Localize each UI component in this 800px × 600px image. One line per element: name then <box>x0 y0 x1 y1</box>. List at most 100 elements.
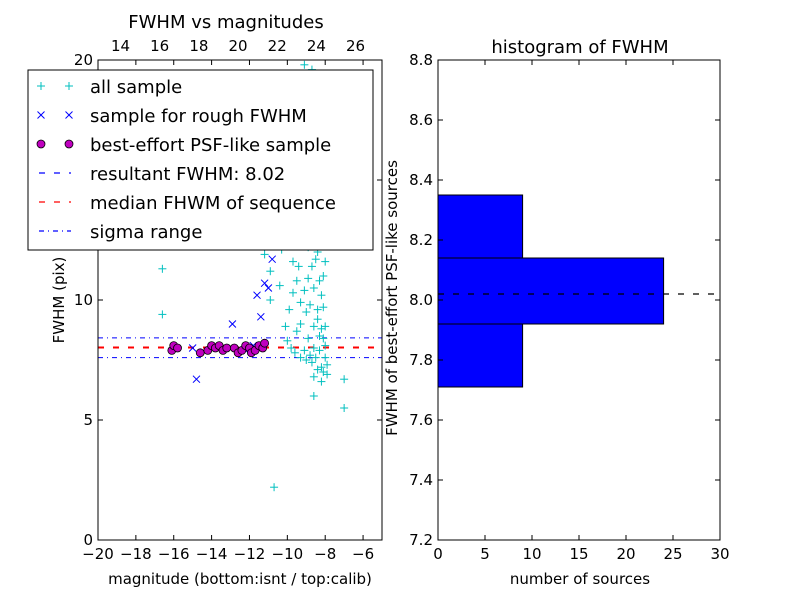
rough-sample-point <box>192 375 201 384</box>
x-tick-label: 25 <box>663 545 682 563</box>
all-sample-point <box>300 60 309 69</box>
all-sample-point <box>313 305 322 314</box>
y-tick-label: 7.2 <box>409 531 433 549</box>
histogram-panel: histogram of FWHM 0 5 10 15 20 25 30 7.2 7.4 7.6 7… <box>383 37 730 588</box>
all-sample-point <box>266 267 275 276</box>
histogram-y-axis-label: FWHM of best-effort PSF-like sources <box>383 160 401 436</box>
legend-circle-marker <box>64 139 74 149</box>
top-x-tick-label: 24 <box>307 37 326 55</box>
y-tick-label: 7.8 <box>409 351 433 369</box>
all-sample-point <box>302 356 311 364</box>
all-sample-point <box>292 276 301 285</box>
x-tick-label: −14 <box>196 545 228 563</box>
legend-item-all-sample: all sample <box>37 77 182 98</box>
all-sample-point <box>302 308 311 316</box>
all-sample-point <box>315 332 324 340</box>
x-tick-label: 0 <box>433 545 443 563</box>
rough-sample-point <box>188 344 197 352</box>
legend-x-b <box>37 111 45 119</box>
legend-label: sample for rough FWHM <box>90 106 307 127</box>
all-sample-point <box>307 358 316 367</box>
all-sample-point <box>304 274 313 283</box>
rough-sample-point-b <box>260 279 269 288</box>
all-sample-point <box>307 262 316 271</box>
all-sample-point <box>321 353 330 362</box>
y-tick-label: 5 <box>83 411 93 429</box>
y-tick-label: 8.6 <box>409 111 433 129</box>
x-tick-label: −8 <box>314 545 336 563</box>
rough-sample-point-b <box>228 320 237 328</box>
all-sample-point <box>285 305 294 314</box>
all-sample-point <box>292 327 301 336</box>
all-sample-point <box>319 272 328 280</box>
y-tick-label: 10 <box>74 291 93 309</box>
rough-sample-point <box>253 291 261 300</box>
all-sample-point <box>311 353 320 362</box>
x-tick-label: 5 <box>480 545 490 563</box>
x-tick-label: −20 <box>82 545 114 563</box>
top-x-tick-label: 16 <box>150 37 169 55</box>
y-tick-label: 20 <box>74 51 93 69</box>
top-x-tick-label: 20 <box>228 37 247 55</box>
histogram-ticks: 0 5 10 15 20 25 30 7.2 7.4 7.6 7.8 8.0 8.2 8.4 8.6 8.8 <box>409 51 729 563</box>
legend-x-b <box>65 111 73 119</box>
top-x-tick-label: 18 <box>189 37 208 55</box>
all-sample-point <box>266 296 275 304</box>
all-sample-point <box>300 286 309 295</box>
all-sample-point <box>306 300 315 309</box>
all-sample-point <box>311 255 320 264</box>
all-sample-point <box>296 353 305 362</box>
all-sample-point <box>323 370 332 379</box>
legend-item-psf-sample: best-effort PSF-like sample <box>36 135 331 156</box>
y-tick-label: 8.4 <box>409 171 433 189</box>
all-sample-point <box>306 351 315 360</box>
all-sample-point <box>315 276 324 285</box>
legend-x <box>37 111 45 119</box>
all-sample-point <box>296 320 305 328</box>
rough-sample-point-b <box>268 255 277 264</box>
top-x-tick-label: 14 <box>111 37 130 55</box>
legend-box <box>27 69 374 251</box>
all-sample-point <box>283 336 292 345</box>
all-sample-point <box>309 372 318 381</box>
all-sample-point <box>289 257 298 266</box>
scatter-ticks: −20 −18 −16 −14 −12 −10 −8 −6 14 16 18 20 22 24 26 0 5 10… <box>74 37 382 563</box>
rough-sample-point <box>228 320 237 328</box>
all-sample-point <box>309 322 318 331</box>
all-sample-point <box>260 250 269 259</box>
rough-sample-point <box>256 312 265 321</box>
legend-label: resultant FWHM: 8.02 <box>90 164 285 185</box>
all-sample-point <box>158 310 167 319</box>
scatter-y-axis-label: FWHM (pix) <box>50 257 68 344</box>
y-tick-label: 8.8 <box>409 51 433 69</box>
x-tick-label: 15 <box>569 545 588 563</box>
histogram-bar <box>437 257 665 325</box>
legend-circle-marker <box>36 139 46 149</box>
x-tick-label: −10 <box>272 545 304 563</box>
scatter-legend: all sample sample for rough FWHM best-ef… <box>27 69 374 251</box>
legend-label: all sample <box>90 77 182 98</box>
all-sample-point <box>309 284 318 292</box>
rough-sample-point-b <box>253 291 261 300</box>
legend-item-median: median FHWM of sequence <box>39 193 336 214</box>
psf-sample-point <box>173 343 182 353</box>
legend-plus <box>37 82 45 90</box>
legend-label: median FHWM of sequence <box>90 193 336 214</box>
all-sample-point <box>317 377 326 386</box>
rough-sample-point-b <box>188 344 197 352</box>
scatter-title: FWHM vs magnitudes <box>128 12 323 33</box>
all-sample-point <box>319 303 328 312</box>
all-sample-point <box>321 341 330 350</box>
all-sample-point <box>296 298 305 307</box>
all-sample-point <box>321 257 330 266</box>
legend-x <box>65 111 73 119</box>
x-tick-label: 20 <box>616 545 635 563</box>
rough-sample-point <box>268 255 277 264</box>
y-tick-label: 7.4 <box>409 471 433 489</box>
all-sample-point <box>287 344 296 352</box>
legend-label: sigma range <box>90 222 202 243</box>
all-sample-point <box>158 264 167 273</box>
x-tick-label: 10 <box>522 545 541 563</box>
all-sample-point <box>290 348 299 357</box>
